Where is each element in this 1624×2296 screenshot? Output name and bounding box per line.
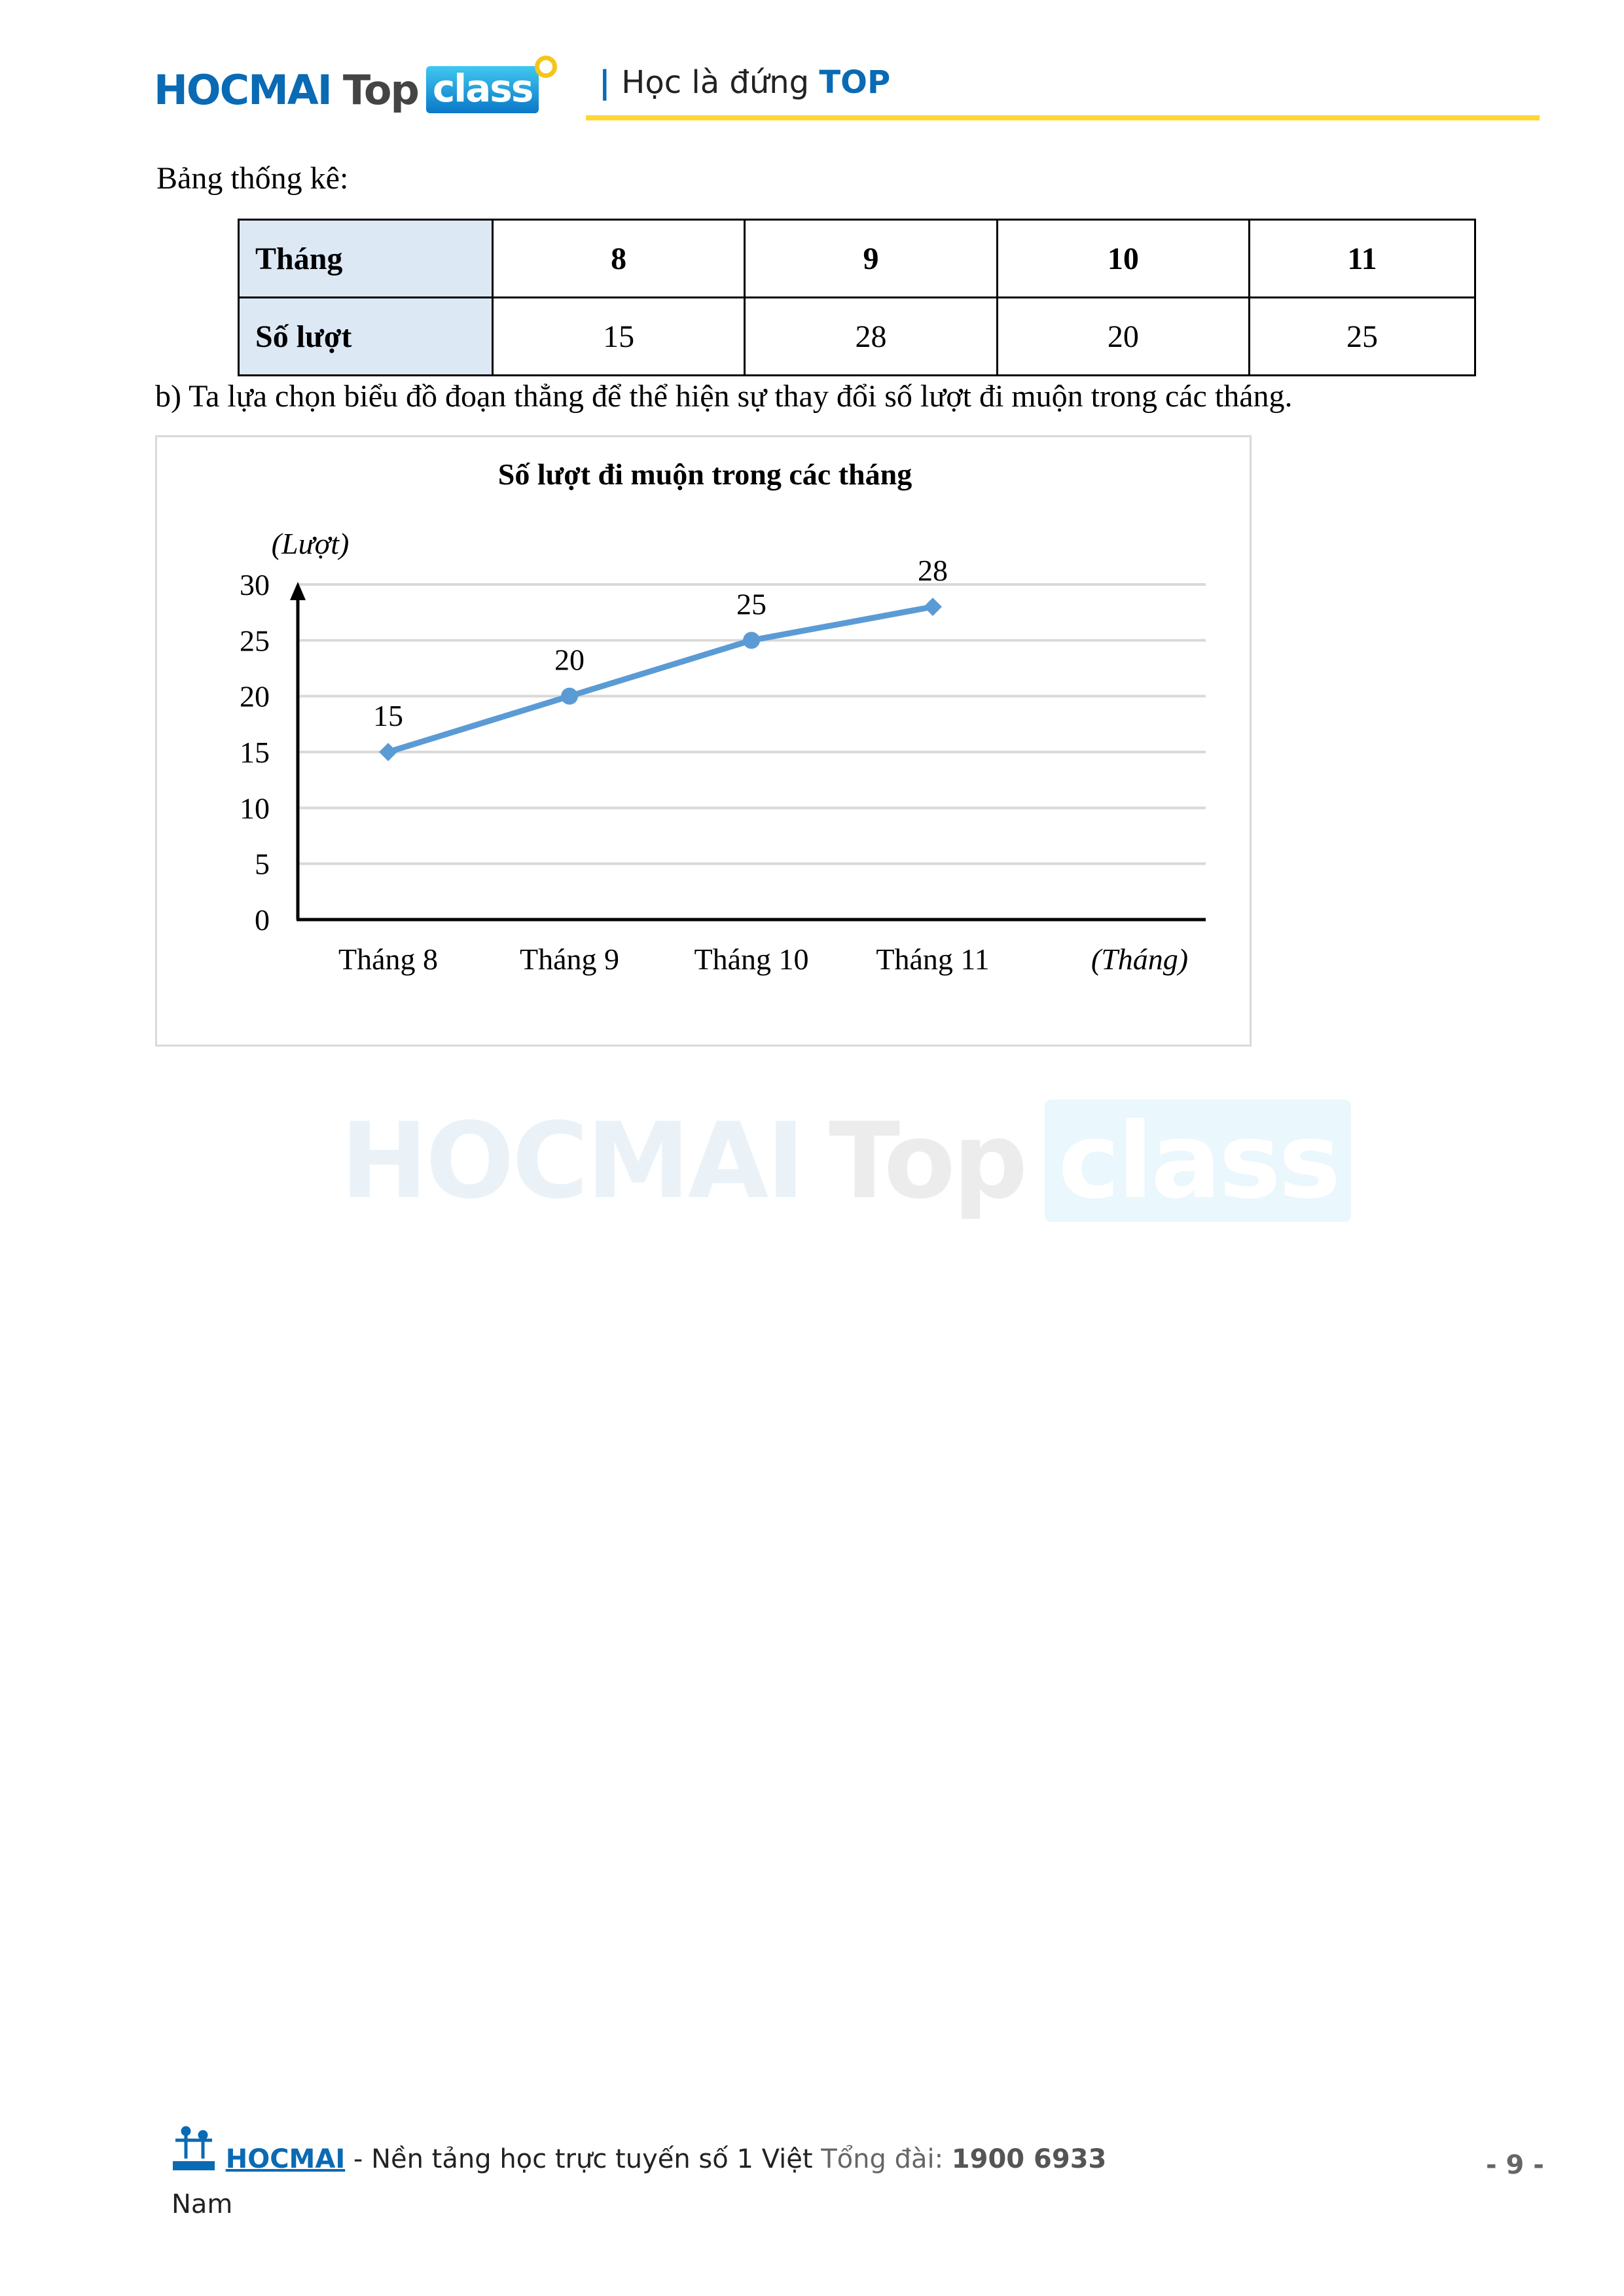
x-tick-label: Tháng 10 [694, 942, 808, 976]
hocmai-people-icon [173, 2126, 215, 2170]
table-cell: 20 [996, 296, 1251, 376]
watermark-class: class [1045, 1100, 1352, 1222]
tagline: | Học là đứng TOP [599, 64, 891, 101]
watermark-brand: HOCMAI [340, 1100, 805, 1222]
footer-text: - Nền tảng học trực tuyến số 1 Việt [345, 2144, 821, 2174]
part-b-text: b) Ta lựa chọn biểu đồ đoạn thẳng để thể… [155, 379, 1293, 414]
row-header: Tháng [238, 219, 494, 298]
y-tick-label: 10 [240, 791, 270, 825]
page-number: - 9 - [1486, 2150, 1544, 2180]
header-divider [586, 115, 1540, 120]
x-tick-label: Tháng 11 [876, 942, 989, 976]
y-axis-label: (Lượt) [272, 527, 350, 560]
table-cell: 15 [491, 296, 746, 376]
hocmai-topclass-logo: HOCMAI Top class [154, 56, 558, 119]
watermark-top: Top [828, 1100, 1028, 1222]
y-tick-label: 0 [255, 903, 270, 937]
footer: HOCMAI - Nền tảng học trực tuyến số 1 Vi… [171, 2126, 1106, 2174]
hocmai-link[interactable]: HOCMAI [225, 2144, 346, 2174]
line-chart: Số lượt đi muộn trong các tháng (Lượt) (… [240, 457, 1206, 976]
y-tick-label: 25 [240, 624, 270, 657]
chart-frame [155, 435, 1252, 1047]
logo-class: class [425, 66, 539, 113]
table-cell: 10 [996, 219, 1251, 298]
intro-text: Bảng thống kê: [156, 161, 349, 196]
row-header: Số lượt [238, 296, 494, 376]
tagline-text: Học là đứng [621, 64, 820, 101]
data-label: 25 [736, 587, 767, 620]
series-line [387, 603, 933, 755]
footer-text-cont: Nam [171, 2189, 233, 2219]
table-cell: 25 [1248, 296, 1476, 376]
data-point-marker [379, 743, 397, 761]
table-row: Số lượt 15 28 20 25 [238, 296, 1476, 376]
logo-top: Top [342, 65, 420, 114]
data-point-marker [924, 598, 942, 617]
hotline-label: Tổng đài: [821, 2144, 952, 2174]
y-axis-arrow [290, 582, 306, 600]
logo-brand: HOCMAI [154, 65, 333, 114]
y-tick-label: 5 [255, 848, 270, 881]
y-tick-label: 15 [240, 736, 270, 769]
tagline-emphasis: TOP [819, 64, 891, 101]
data-label: 28 [918, 554, 948, 587]
data-point-marker [561, 687, 578, 705]
table-cell: 28 [744, 296, 998, 376]
table-cell: 11 [1248, 219, 1476, 298]
x-tick-label: Tháng 9 [520, 942, 619, 976]
table-cell: 8 [491, 219, 746, 298]
chart-title: Số lượt đi muộn trong các tháng [498, 457, 912, 491]
x-tick-label: Tháng 8 [338, 942, 438, 976]
table-cell: 9 [744, 219, 998, 298]
data-label: 15 [373, 699, 403, 732]
y-tick-label: 30 [240, 568, 270, 601]
gear-icon [535, 56, 558, 78]
table-row: Tháng 8 9 10 11 [238, 219, 1476, 298]
hotline-number: 1900 6933 [951, 2144, 1107, 2174]
watermark-logo: HOCMAI Top class [340, 1100, 1352, 1222]
stats-table: Tháng 8 9 10 11 Số lượt 15 28 20 25 [238, 219, 1476, 376]
x-axis-label: (Tháng) [1091, 942, 1188, 976]
data-point-marker [743, 632, 760, 649]
data-label: 20 [554, 643, 585, 677]
y-tick-label: 20 [240, 680, 270, 713]
